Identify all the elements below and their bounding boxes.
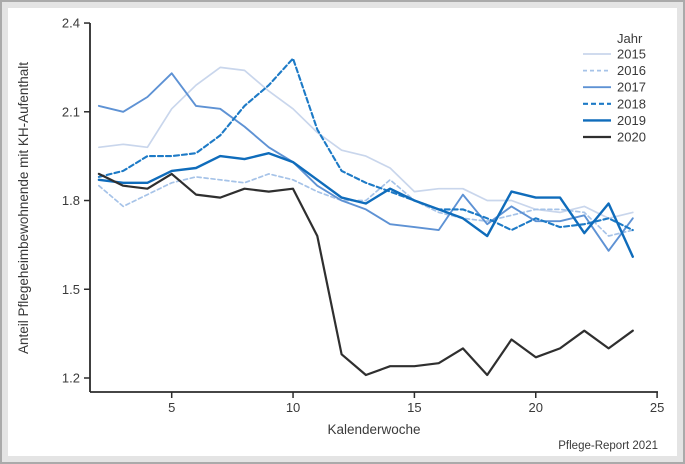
series-line-2018 [97,57,634,232]
x-tick-label: 25 [650,400,664,415]
y-tick-label: 2.4 [62,16,80,31]
source-caption: Pflege-Report 2021 [558,440,658,452]
legend-label-2015: 2015 [617,47,646,62]
y-tick-label: 1.5 [62,282,80,297]
series-line-2016 [98,173,634,237]
series-line-2015 [98,66,634,220]
legend-title: Jahr [617,31,643,46]
x-tick-label: 5 [168,400,175,415]
x-axis-title: Kalenderwoche [327,422,420,437]
y-tick-label: 1.8 [62,193,80,208]
y-axis-title: Anteil Pflegeheimbewohnende mit KH-Aufen… [16,62,31,354]
x-tick-label: 20 [529,400,543,415]
legend-label-2019: 2019 [617,113,646,128]
series-line-2020 [97,172,634,377]
y-tick-label: 1.2 [62,371,80,386]
x-tick-label: 15 [407,400,421,415]
x-tick-label: 10 [286,400,300,415]
series-line-2019 [97,151,634,258]
legend-label-2020: 2020 [617,130,646,145]
y-tick-label: 2.1 [62,104,80,119]
legend-label-2018: 2018 [617,96,646,111]
legend-label-2016: 2016 [617,63,646,78]
chart-panel [8,8,677,456]
legend-label-2017: 2017 [617,80,646,95]
